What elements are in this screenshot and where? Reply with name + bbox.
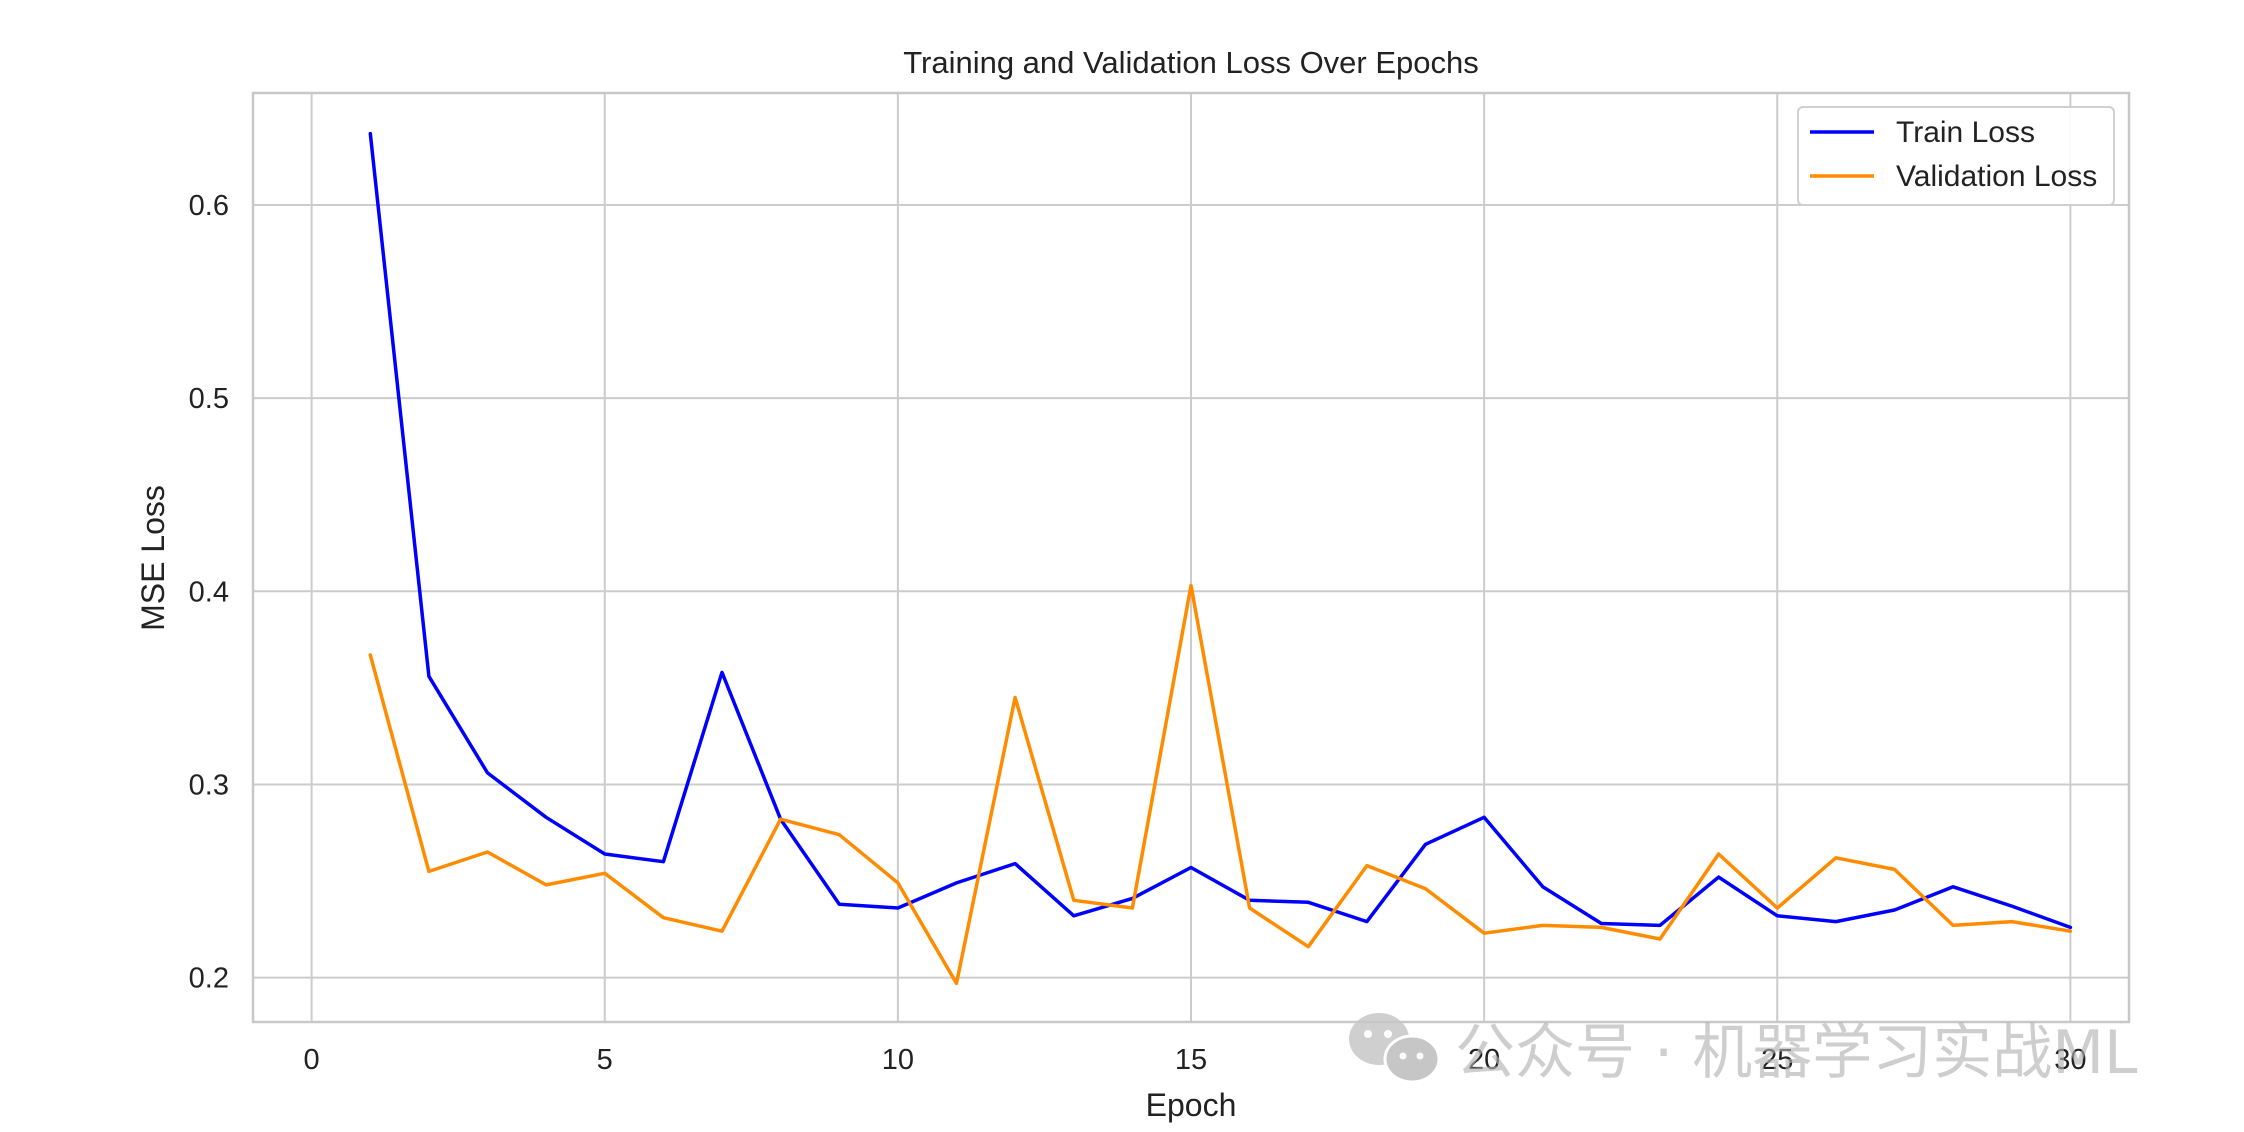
y-tick-label: 0.5 <box>189 383 229 415</box>
series-lines <box>368 131 2073 986</box>
y-axis-ticks: 0.2 0.3 0.4 0.5 0.6 <box>189 190 229 995</box>
x-tick-label: 20 <box>1468 1044 1500 1076</box>
x-tick-label: 30 <box>2054 1044 2086 1076</box>
x-tick-label: 15 <box>1175 1044 1207 1076</box>
legend-label-validation-loss: Validation Loss <box>1896 160 2097 193</box>
x-tick-label: 10 <box>882 1044 914 1076</box>
x-tick-label: 0 <box>304 1044 320 1076</box>
series-line-validation-loss <box>368 583 2073 986</box>
legend-box <box>1797 106 2115 206</box>
watermark-text: 公众号 · 机器学习实战ML <box>1455 1018 2138 1088</box>
x-axis-ticks: 0 5 10 15 20 25 30 <box>304 1044 2087 1076</box>
x-tick-label: 5 <box>597 1044 613 1076</box>
plot-area-frame <box>251 91 2131 1024</box>
x-axis-label: Epoch <box>1146 1087 1237 1123</box>
y-axis-label: MSE Loss <box>135 485 171 631</box>
chart-title: Training and Validation Loss Over Epochs <box>903 45 1479 80</box>
y-tick-label: 0.2 <box>189 963 229 995</box>
wechat-icon <box>1349 1013 1441 1084</box>
legend: Train Loss Validation Loss <box>1797 106 2115 206</box>
y-tick-label: 0.3 <box>189 769 229 801</box>
series-line-train-loss <box>368 131 2073 930</box>
x-tick-label: 25 <box>1761 1044 1793 1076</box>
y-tick-label: 0.6 <box>189 190 229 222</box>
legend-label-train-loss: Train Loss <box>1896 116 2035 149</box>
watermark: 公众号 · 机器学习实战ML <box>1349 1013 2138 1088</box>
y-tick-label: 0.4 <box>189 576 229 608</box>
